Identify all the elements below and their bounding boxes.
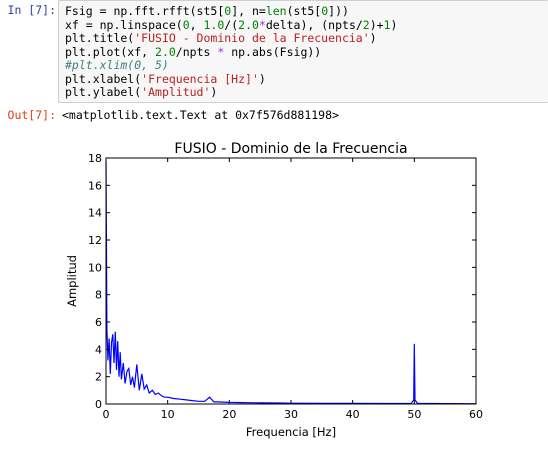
code-token: 'Frequencia [Hz]' <box>141 71 259 86</box>
chart-title: FUSIO - Dominio de la Frecuencia <box>174 141 407 157</box>
code-token: * <box>258 17 266 32</box>
code-token: /( <box>224 17 239 32</box>
spectrum-line <box>105 160 477 405</box>
code-token: 0 <box>224 4 232 18</box>
code-token: 2 <box>362 17 370 32</box>
code-token: * <box>217 44 225 59</box>
y-tick-label: 18 <box>88 152 102 165</box>
y-tick-label: 4 <box>95 343 102 356</box>
code-line: plt.plot(xf, 2.0/npts * np.abs(Fsig)) <box>65 44 548 60</box>
code-token: #plt.xlim(0, 5) <box>65 58 169 72</box>
x-axis-label: Frequencia [Hz] <box>246 425 336 439</box>
code-line: Fsig = np.fft.rfft(st5[0], n=len(st5[0])… <box>65 4 548 19</box>
x-tick-label: 60 <box>469 408 483 421</box>
output-text: <matplotlib.text.Text at 0x7f576d881198> <box>62 108 339 122</box>
code-token: /npts <box>175 44 218 59</box>
x-tick-label: 20 <box>222 408 236 421</box>
code-token: delta), (npts/ <box>265 17 363 32</box>
code-token: plt.plot(xf, <box>65 44 156 59</box>
x-tick-label: 40 <box>346 408 360 421</box>
code-token: ) <box>369 31 377 45</box>
code-token: plt.title( <box>65 31 135 45</box>
code-token: plt.xlabel( <box>65 71 142 86</box>
x-tick-label: 50 <box>407 408 421 421</box>
y-tick-label: 10 <box>88 261 102 274</box>
output-prompt: Out[7]: <box>7 108 56 122</box>
x-tick-label: 0 <box>103 408 110 421</box>
code-line: plt.ylabel('Amplitud') <box>65 85 548 100</box>
code-token: 2.0 <box>238 17 259 32</box>
code-token: xf = np.linspace( <box>65 17 183 32</box>
code-line: #plt.xlim(0, 5) <box>65 58 548 73</box>
code-token: , <box>189 17 204 32</box>
plot-frame <box>105 157 477 405</box>
code-token: ])) <box>328 4 349 18</box>
code-line: xf = np.linspace(0, 1.0/(2.0*delta), (np… <box>65 17 548 33</box>
y-tick-label: 0 <box>95 398 102 411</box>
code-token: )+ <box>369 17 384 32</box>
x-tick-label: 10 <box>161 408 175 421</box>
y-tick-label: 8 <box>95 289 102 302</box>
y-tick-label: 16 <box>88 179 102 192</box>
code-token: len <box>265 4 287 18</box>
frequency-chart: FUSIO - Dominio de la Frecuencia Frequen… <box>65 141 483 439</box>
y-tick-label: 2 <box>95 371 102 384</box>
x-tick-label: 30 <box>284 408 298 421</box>
code-token: 2.0 <box>155 44 176 59</box>
code-line: plt.xlabel('Frequencia [Hz]') <box>65 71 548 87</box>
code-line: plt.title('FUSIO - Dominio de la Frecuen… <box>65 31 548 46</box>
code-token: 'Amplitud' <box>141 85 211 99</box>
code-token: 'FUSIO - Dominio de la Frecuencia' <box>134 31 370 45</box>
code-token: 0 <box>321 4 329 18</box>
y-tick-label: 12 <box>88 234 102 247</box>
code-token: 1 <box>383 17 391 32</box>
code-token: Fsig = np.fft.rfft(st5[ <box>65 4 225 18</box>
code-token: ) <box>258 71 266 86</box>
code-cell[interactable]: Fsig = np.fft.rfft(st5[0], n=len(st5[0])… <box>58 0 548 103</box>
plot-output: FUSIO - Dominio de la Frecuencia Frequen… <box>58 128 498 450</box>
code-token: np.abs(Fsig)) <box>224 44 322 59</box>
input-prompt: In [7]: <box>7 3 56 17</box>
code-token: ) <box>210 85 218 99</box>
y-tick-label: 14 <box>88 207 102 220</box>
code-token: 0 <box>182 17 190 32</box>
code-token: plt.ylabel( <box>65 85 142 99</box>
code-token: (st5[ <box>286 4 322 18</box>
code-token: ], n= <box>231 4 266 18</box>
code-token: ) <box>390 17 398 32</box>
y-tick-label: 6 <box>95 316 102 329</box>
y-axis-label: Amplitud <box>65 255 79 307</box>
code-token: 1.0 <box>203 17 225 32</box>
